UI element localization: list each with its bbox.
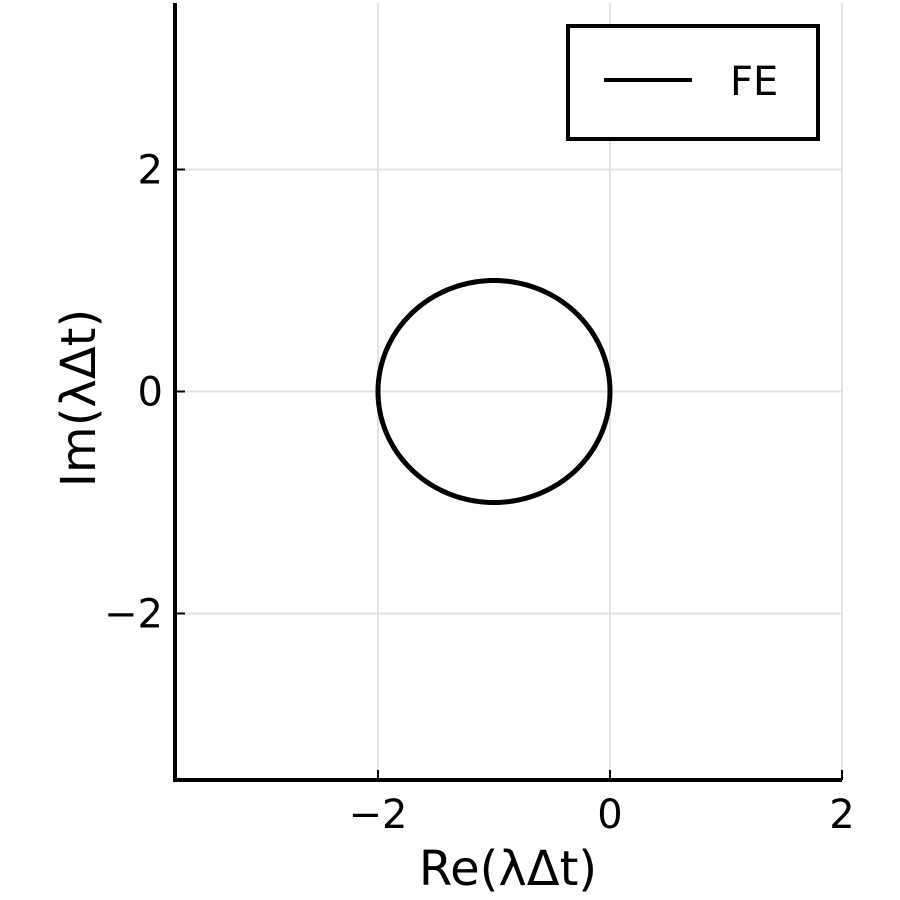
legend-label-fe: FE bbox=[730, 59, 778, 105]
x-tick-label: −2 bbox=[349, 792, 408, 838]
legend: FE bbox=[566, 24, 820, 141]
ticks: −2 0 2 −2 0 2 bbox=[104, 148, 855, 839]
y-tick-label: 0 bbox=[138, 370, 163, 416]
y-tick-label: 2 bbox=[138, 148, 163, 194]
x-axis-title: Re(λΔt) bbox=[419, 841, 597, 897]
x-tick-label: 0 bbox=[597, 792, 622, 838]
legend-box bbox=[566, 24, 820, 141]
y-tick-label: −2 bbox=[104, 592, 163, 638]
x-tick-label: 2 bbox=[829, 792, 854, 838]
series-layer bbox=[375, 278, 613, 505]
series-line-fe bbox=[375, 278, 613, 505]
y-axis-title: Im(λΔt) bbox=[51, 309, 107, 487]
